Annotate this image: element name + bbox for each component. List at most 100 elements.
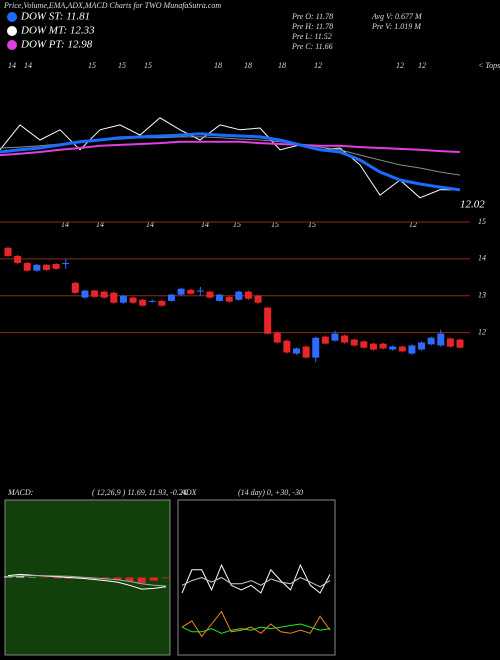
candle-body xyxy=(52,264,60,269)
date-label: 15 xyxy=(233,220,241,229)
histogram-bar xyxy=(4,576,12,578)
candle-body xyxy=(264,307,272,334)
series-line xyxy=(181,576,331,588)
candle-body xyxy=(62,262,70,265)
stat: Pre L: 11.52 xyxy=(291,32,332,41)
panel-title: ADX xyxy=(180,488,198,497)
candle-body xyxy=(33,264,41,271)
stat: Pre V: 1.019 M xyxy=(371,22,422,31)
panel-title: MACD: xyxy=(7,488,34,497)
legend-label: DOW PT: 12.98 xyxy=(20,39,93,51)
stat: Pre C: 11.66 xyxy=(291,42,333,51)
candle-body xyxy=(427,337,435,345)
candle-body xyxy=(283,340,291,353)
candle-body xyxy=(129,297,137,303)
date-label: 14 xyxy=(8,61,16,70)
legend-swatch xyxy=(7,40,17,50)
candle-body xyxy=(244,291,252,299)
candle-body xyxy=(331,333,339,341)
candle-body xyxy=(293,348,301,354)
date-label: 18 xyxy=(278,61,286,70)
stat: Avg V: 0.677 M xyxy=(371,12,423,21)
date-label: 12 xyxy=(396,61,404,70)
histogram-bar xyxy=(149,577,158,581)
series-line xyxy=(181,610,331,638)
legend-label: DOW ST: 11.81 xyxy=(20,11,90,23)
date-label: 14 xyxy=(96,220,104,229)
histogram-bar xyxy=(64,577,73,579)
histogram-bar xyxy=(162,577,170,579)
candle-body xyxy=(167,294,175,301)
legend-swatch xyxy=(7,12,17,22)
date-label: 15 xyxy=(144,61,152,70)
candle-body xyxy=(91,290,99,297)
date-label: 12 xyxy=(314,61,322,70)
page-title: Price,Volume,EMA,ADX,MACD Charts for TWO… xyxy=(3,1,221,10)
candle-body xyxy=(398,346,406,352)
candle-body xyxy=(71,282,79,293)
stat: Pre O: 11.78 xyxy=(291,12,333,21)
date-label: 15 xyxy=(88,61,96,70)
y-tick-label: 15 xyxy=(478,217,486,226)
candle-body xyxy=(4,247,12,256)
candle-body xyxy=(254,295,262,303)
panel-subtitle: (14 day) 0, +30, -30 xyxy=(238,488,303,497)
adx-panel xyxy=(177,499,336,656)
series-line xyxy=(0,140,461,157)
candle-body xyxy=(350,339,358,346)
y-tick-label: 12 xyxy=(478,327,486,336)
candle-body xyxy=(369,343,377,350)
last-price-label: 12.02 xyxy=(460,199,485,211)
candle-body xyxy=(389,346,397,350)
candle-body xyxy=(100,291,108,298)
date-label: 12 xyxy=(409,220,417,229)
candle-body xyxy=(187,289,195,294)
panel-subtitle: ( 12,26,9 ) 11.69, 11.93, -0.24 xyxy=(92,488,187,497)
series-line xyxy=(0,117,460,199)
candle-body xyxy=(321,336,329,344)
candle-body xyxy=(418,342,426,350)
candle-body xyxy=(379,343,387,349)
histogram-bar xyxy=(113,577,122,580)
candle-body xyxy=(225,296,233,302)
histogram-bar xyxy=(125,577,134,582)
candle-body xyxy=(446,338,454,347)
date-label: 14 xyxy=(61,220,69,229)
candle-body xyxy=(312,337,320,358)
candle-body xyxy=(42,264,50,270)
series-line xyxy=(7,575,167,587)
candle-body xyxy=(139,299,147,306)
candle-body xyxy=(341,335,349,343)
date-label: 15 xyxy=(308,220,316,229)
candle-body xyxy=(437,333,445,346)
date-label: 18 xyxy=(214,61,222,70)
stat: Pre H: 11.78 xyxy=(291,22,333,31)
histogram-bar xyxy=(52,577,61,579)
candle-body xyxy=(158,300,166,306)
candle-body xyxy=(110,292,118,303)
date-label: 14 xyxy=(146,220,154,229)
date-label: 12 xyxy=(418,61,426,70)
histogram-bar xyxy=(137,577,146,583)
histogram-bar xyxy=(16,575,25,578)
candle-body xyxy=(273,332,281,343)
candle-body xyxy=(177,288,185,295)
date-label: 15 xyxy=(271,220,279,229)
candle-body xyxy=(23,262,31,271)
date-label: 15 xyxy=(118,61,126,70)
candle-body xyxy=(408,345,416,354)
date-label: 18 xyxy=(244,61,252,70)
tops-label: < Tops xyxy=(478,61,500,70)
candle-body xyxy=(456,339,464,348)
candle-body xyxy=(196,290,204,292)
y-tick-label: 13 xyxy=(478,291,486,300)
date-label: 14 xyxy=(24,61,32,70)
candle-body xyxy=(81,290,89,298)
date-label: 14 xyxy=(201,220,209,229)
candle-body xyxy=(235,291,243,300)
legend-label: DOW MT: 12.33 xyxy=(20,25,95,37)
legend-swatch xyxy=(7,26,17,36)
candle-body xyxy=(302,346,310,358)
series-line xyxy=(0,132,461,192)
